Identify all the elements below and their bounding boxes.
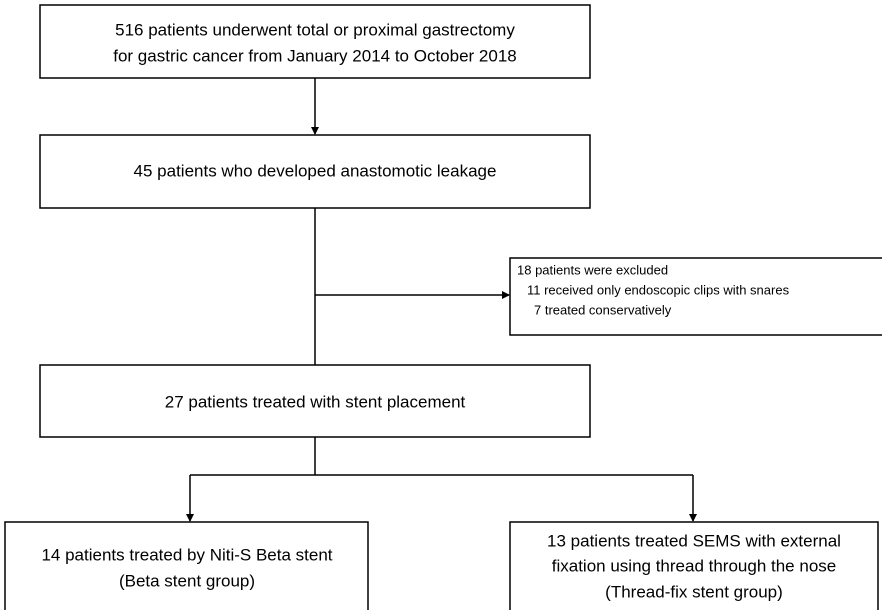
box-text: (Thread-fix stent group) bbox=[605, 582, 783, 601]
box bbox=[509, 521, 879, 610]
box-text: for gastric cancer from January 2014 to … bbox=[113, 46, 516, 65]
box-text: (Beta stent group) bbox=[119, 571, 255, 590]
exclusion-box bbox=[509, 257, 882, 336]
box bbox=[39, 364, 591, 438]
box bbox=[4, 521, 369, 610]
box-text: 27 patients treated with stent placement bbox=[165, 392, 466, 411]
box-text: 45 patients who developed anastomotic le… bbox=[134, 161, 497, 180]
box-text: 18 patients were excluded bbox=[517, 262, 668, 277]
box-text: 13 patients treated SEMS with external bbox=[547, 531, 841, 550]
box-text: fixation using thread through the nose bbox=[552, 556, 836, 575]
box bbox=[39, 4, 591, 79]
box-text: 516 patients underwent total or proximal… bbox=[115, 20, 515, 39]
box bbox=[39, 134, 591, 209]
box-text: 14 patients treated by Niti-S Beta stent bbox=[41, 545, 332, 564]
box-text: 11 received only endoscopic clips with s… bbox=[527, 282, 790, 297]
box-text: 7 treated conservatively bbox=[534, 302, 672, 317]
